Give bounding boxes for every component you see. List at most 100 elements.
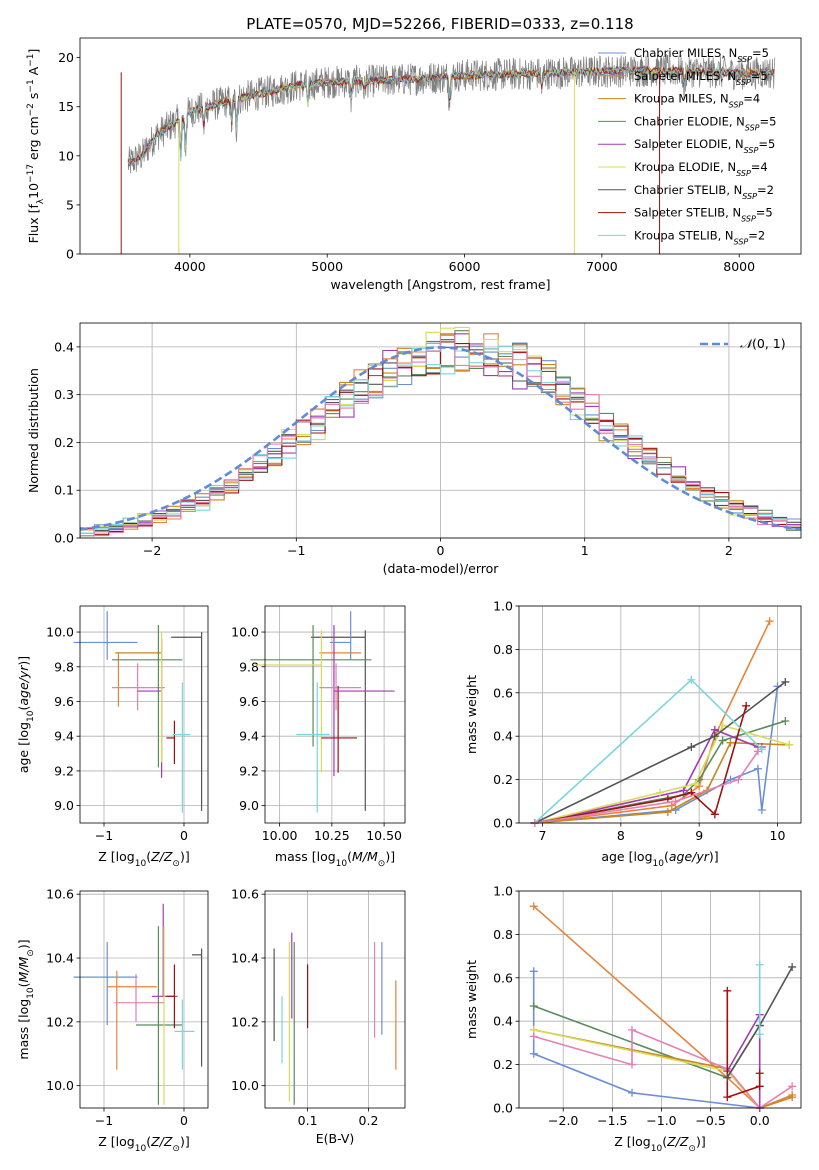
axes-age-vs-mass: 10.00 10.25 10.50 9.0 9.2 9.4 9.6 9.8 10.0 mass [… <box>231 605 406 869</box>
axes-frame <box>264 890 406 1109</box>
y-tick-label: 0.0 <box>493 1101 513 1116</box>
weight-marker <box>781 717 790 726</box>
y-tick-label: 0.6 <box>493 970 513 985</box>
x-tick-label: −1.0 <box>646 1113 676 1128</box>
weight-marker <box>710 732 719 741</box>
y-tick-label: 10.6 <box>46 887 74 902</box>
y-tick-label: 0.4 <box>54 339 74 354</box>
x-tick-label: 9 <box>695 828 703 843</box>
x-tick-label: −2.0 <box>548 1113 578 1128</box>
y-tick-label: 10.6 <box>231 887 259 902</box>
axes-frame <box>79 605 209 824</box>
weight-marker <box>788 1093 797 1102</box>
x-tick-label: 0.2 <box>359 1113 379 1128</box>
weight-line <box>534 686 779 824</box>
y-tick-label: 9.6 <box>54 694 74 709</box>
weight-marker <box>753 764 762 773</box>
y-tick-label: 10.0 <box>46 625 74 640</box>
weight-line <box>534 681 786 824</box>
x-tick-label: −1.5 <box>597 1113 627 1128</box>
y-tick-label: 0.8 <box>493 642 513 657</box>
weight-line <box>533 905 793 1109</box>
y-tick-label: 9.2 <box>54 763 74 778</box>
legend-label: Chabrier STELIB, NSSP=2 <box>634 183 774 201</box>
axes-frame <box>79 890 209 1109</box>
x-tick-label: −1 <box>287 543 305 558</box>
weight-marker <box>529 1002 538 1011</box>
y-tick-label: 9.8 <box>54 659 74 674</box>
x-tick-label: 1 <box>581 543 589 558</box>
y-tick-label: 10.0 <box>231 1078 259 1093</box>
weight-marker <box>755 960 764 969</box>
y-tick-label: 0.0 <box>54 531 74 546</box>
weight-marker <box>723 1073 732 1082</box>
weight-line <box>533 1028 793 1110</box>
weight-marker <box>734 775 743 784</box>
y-tick-label: 0.8 <box>493 927 513 942</box>
weight-marker <box>742 701 751 710</box>
x-tick-label: 7 <box>539 828 547 843</box>
x-tick-label: 8000 <box>723 259 755 274</box>
y-tick-label: 0.2 <box>493 1057 513 1072</box>
x-tick-label: 0.1 <box>298 1113 318 1128</box>
weight-marker <box>755 1069 764 1078</box>
y-tick-label: 0.6 <box>493 685 513 700</box>
y-tick-label: 0.3 <box>54 387 74 402</box>
figure-title: PLATE=0570, MJD=52266, FIBERID=0333, z=0… <box>246 15 633 33</box>
y-tick-label: 9.4 <box>239 729 259 744</box>
x-tick-label: −2 <box>143 543 161 558</box>
axes-frame <box>79 322 802 539</box>
y-tick-label: 5 <box>66 197 74 212</box>
weight-marker <box>755 1030 764 1039</box>
y-tick-label: 10.2 <box>46 1014 74 1029</box>
axes-frame <box>518 890 802 1109</box>
y-tick-label: 0.0 <box>493 816 513 831</box>
x-axis-label: Z [log10(Z/Z⊙)] <box>98 849 189 869</box>
y-axis-label: mass [log10(M/M⊙)] <box>16 939 36 1059</box>
normal-curve <box>80 346 801 531</box>
weight-marker <box>627 1025 636 1034</box>
x-tick-label: 4000 <box>174 259 206 274</box>
legend-label: Kroupa MILES, NSSP=4 <box>634 92 760 110</box>
weight-marker <box>691 779 700 788</box>
y-tick-label: 10.4 <box>46 951 74 966</box>
y-tick-label: 0 <box>66 247 74 262</box>
x-tick-label: 8 <box>617 828 625 843</box>
weight-line <box>726 990 761 1099</box>
model-fit-line <box>127 66 775 166</box>
y-tick-label: 9.2 <box>239 763 259 778</box>
axes-residuals: −2 −1 0 1 2 0.0 0.1 0.2 0.3 0.4 (data-model)/error… <box>26 322 802 576</box>
y-tick-label: 20 <box>58 50 74 65</box>
y-axis-label: age [log10(age/yr)] <box>16 656 36 773</box>
weight-marker <box>785 740 794 749</box>
x-tick-label: 10.50 <box>366 828 402 843</box>
x-axis-label: (data-model)/error <box>383 561 500 576</box>
x-axis-label: wavelength [Angstrom, rest frame] <box>330 277 550 292</box>
weight-marker <box>627 1088 636 1097</box>
weight-marker <box>718 736 727 745</box>
weight-marker <box>781 677 790 686</box>
weight-marker <box>529 1032 538 1041</box>
y-tick-label: 9.8 <box>239 659 259 674</box>
legend-label: Salpeter ELODIE, NSSP=5 <box>634 137 775 155</box>
x-axis-label: age [log10(age/yr)] <box>601 849 718 869</box>
weight-marker <box>753 747 762 756</box>
weight-marker <box>687 743 696 752</box>
x-tick-label: 7000 <box>586 259 618 274</box>
axes-frame <box>79 37 802 255</box>
weight-marker <box>529 967 538 976</box>
axes-frame <box>518 605 802 824</box>
weight-marker <box>723 1093 732 1102</box>
x-axis-label: E(B-V) <box>316 1131 355 1146</box>
weight-marker <box>788 1082 797 1091</box>
weight-marker <box>723 986 732 995</box>
x-tick-label: 6000 <box>449 259 481 274</box>
axes-mass-vs-Z: −1 0 10.0 10.2 10.4 10.6 Z [log10(Z/Z⊙)] mass [… <box>16 887 209 1154</box>
x-tick-label: 10.25 <box>314 828 350 843</box>
observed-spectrum <box>127 54 776 174</box>
axes-weight-vs-Z: −2.0 −1.5 −1.0 −0.5 0.0 0.0 0.2 0.4 0.6 0.8 1.0 Z [… <box>464 884 802 1154</box>
y-tick-label: 0.4 <box>493 1014 513 1029</box>
legend-label: Kroupa STELIB, NSSP=2 <box>634 228 765 246</box>
weight-line <box>532 971 760 1109</box>
weight-marker <box>687 675 696 684</box>
